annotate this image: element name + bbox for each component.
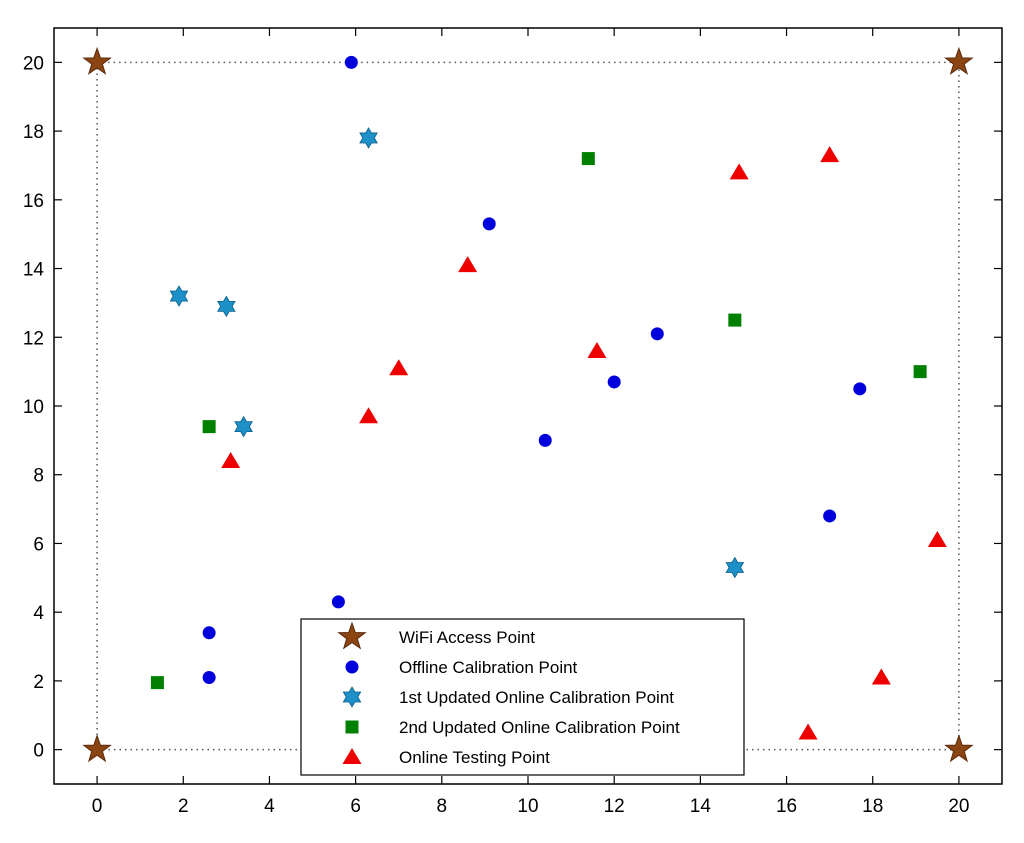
- y-tick-label: 6: [33, 534, 44, 555]
- legend-marker-triangle: [342, 748, 362, 764]
- point-triangle: [221, 451, 241, 468]
- y-tick-label: 0: [33, 741, 44, 762]
- point-circle: [650, 327, 664, 341]
- point-hexagram: [169, 285, 189, 307]
- x-tick-label: 8: [437, 796, 448, 817]
- legend-marker-square: [345, 720, 359, 734]
- y-tick-label: 20: [23, 53, 44, 74]
- point-hexagram: [359, 127, 378, 149]
- point-circle: [202, 670, 216, 684]
- y-tick-label: 16: [23, 191, 44, 212]
- legend-box: [300, 618, 745, 776]
- legend-label: 1st Updated Online Calibration Point: [399, 688, 674, 707]
- legend-marker-hexagram: [342, 686, 362, 708]
- point-circle: [482, 217, 496, 231]
- point-square: [150, 676, 164, 690]
- point-star: [82, 46, 112, 75]
- y-tick-label: 12: [23, 328, 44, 349]
- legend-label: WiFi Access Point: [399, 628, 535, 647]
- point-circle: [823, 509, 837, 523]
- x-tick-label: 6: [350, 796, 361, 817]
- boundary-rect: [96, 61, 960, 751]
- point-star: [944, 46, 974, 75]
- point-triangle: [729, 163, 749, 180]
- x-tick-label: 12: [604, 796, 625, 817]
- y-tick-label: 10: [23, 397, 44, 418]
- point-star: [82, 734, 112, 763]
- axes-layer: 0 2 4 6 8 10 12 14 16 18 20 0 2 4 6 8 10 12 14 16 18 20: [23, 27, 1003, 817]
- point-square: [913, 365, 927, 379]
- point-triangle: [927, 531, 947, 548]
- point-circle: [202, 626, 216, 640]
- x-tick-label: 16: [776, 796, 797, 817]
- x-tick-label: 14: [690, 796, 712, 817]
- points-layer: [82, 46, 974, 763]
- x-tick-label: 20: [948, 796, 969, 817]
- legend-label: Offline Calibration Point: [399, 658, 578, 677]
- point-triangle: [389, 359, 409, 376]
- x-tick-label: 4: [264, 796, 275, 817]
- x-tick-label: 10: [517, 796, 538, 817]
- legend-marker-circle: [345, 660, 359, 674]
- point-triangle: [359, 407, 379, 424]
- point-triangle: [871, 668, 891, 685]
- point-triangle: [798, 723, 818, 740]
- x-tick-label: 0: [92, 796, 103, 817]
- y-tick-label: 18: [23, 122, 44, 143]
- y-tick-label: 4: [33, 603, 44, 624]
- y-tick-label: 8: [33, 466, 44, 487]
- point-circle: [538, 433, 552, 447]
- legend: WiFi Access Point Offline Calibration Poi…: [300, 618, 745, 776]
- legend-marker-star: [337, 621, 367, 650]
- point-circle: [331, 595, 345, 609]
- point-triangle: [820, 146, 840, 163]
- legend-label: Online Testing Point: [399, 748, 550, 767]
- point-hexagram: [234, 415, 253, 438]
- point-triangle: [587, 342, 607, 359]
- point-circle: [853, 382, 867, 396]
- point-square: [202, 420, 216, 434]
- point-square: [728, 313, 742, 327]
- x-tick-label: 2: [178, 796, 189, 817]
- point-star: [944, 734, 974, 763]
- boundary-layer: [96, 61, 960, 751]
- point-square: [581, 152, 595, 166]
- y-tick-label: 2: [33, 672, 44, 693]
- x-tick-label: 18: [862, 796, 883, 817]
- y-tick-label: 14: [23, 260, 45, 281]
- point-circle: [344, 55, 358, 69]
- point-hexagram: [217, 295, 236, 318]
- point-hexagram: [725, 556, 745, 579]
- point-triangle: [458, 256, 478, 273]
- point-circle: [607, 375, 621, 389]
- legend-label: 2nd Updated Online Calibration Point: [399, 718, 680, 737]
